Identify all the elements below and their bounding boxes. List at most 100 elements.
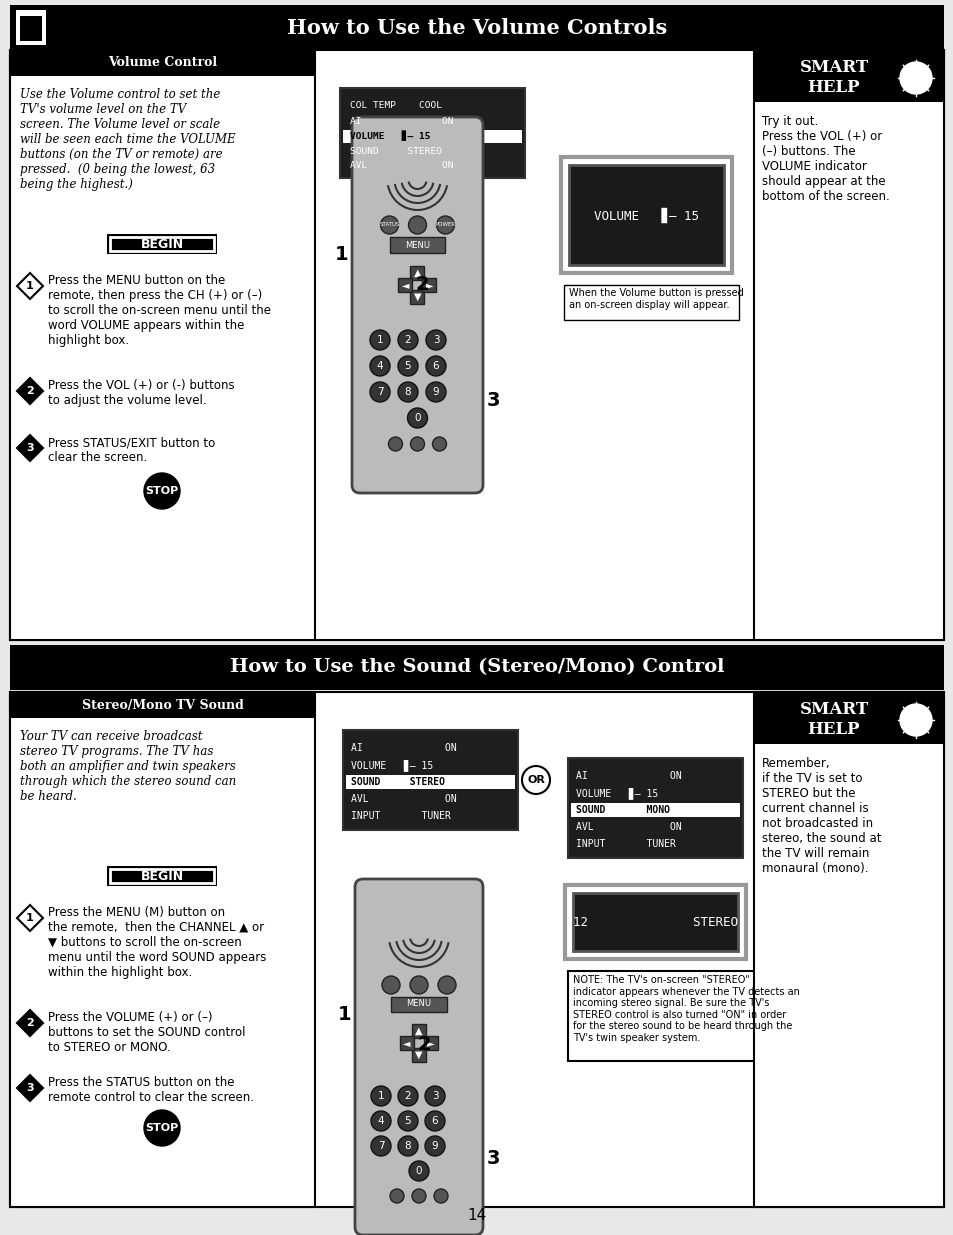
FancyBboxPatch shape (567, 758, 742, 858)
Circle shape (426, 382, 446, 403)
Text: Press STATUS/EXIT button to
clear the screen.: Press STATUS/EXIT button to clear the sc… (48, 436, 215, 464)
FancyBboxPatch shape (10, 49, 314, 77)
Text: 1: 1 (337, 1005, 352, 1025)
Polygon shape (412, 1024, 426, 1037)
Text: 1: 1 (335, 246, 349, 264)
Circle shape (436, 216, 454, 233)
Text: 4: 4 (377, 1116, 384, 1126)
Text: ◄: ◄ (403, 1037, 411, 1049)
FancyBboxPatch shape (568, 165, 723, 266)
Text: 2: 2 (26, 1018, 34, 1028)
Text: 1: 1 (377, 1091, 384, 1100)
Text: Press the MENU button on the
remote, then press the CH (+) or (–)
to scroll the : Press the MENU button on the remote, the… (48, 274, 271, 347)
Text: 2: 2 (404, 1091, 411, 1100)
Text: 3: 3 (26, 1083, 33, 1093)
FancyBboxPatch shape (346, 776, 515, 789)
FancyBboxPatch shape (563, 285, 739, 320)
Text: INPUT       TUNER: INPUT TUNER (351, 811, 451, 821)
Circle shape (409, 1161, 429, 1181)
Text: When the Volume button is pressed
an on-screen display will appear.: When the Volume button is pressed an on-… (568, 288, 743, 310)
Circle shape (424, 1086, 444, 1107)
Text: 9: 9 (432, 1141, 437, 1151)
Text: 2: 2 (26, 387, 34, 396)
Polygon shape (399, 1036, 414, 1050)
Polygon shape (412, 1049, 426, 1062)
Circle shape (899, 704, 931, 736)
Text: 8: 8 (404, 1141, 411, 1151)
FancyBboxPatch shape (110, 869, 213, 883)
Circle shape (380, 216, 398, 233)
FancyBboxPatch shape (10, 692, 314, 718)
Text: INPUT       TUNER: INPUT TUNER (576, 839, 675, 848)
Text: SOUND       MONO: SOUND MONO (576, 805, 669, 815)
Text: STOP: STOP (145, 1123, 178, 1132)
Circle shape (424, 1136, 444, 1156)
Text: ►: ► (427, 1037, 435, 1049)
Text: Your TV can receive broadcast
stereo TV programs. The TV has
both an amplifier a: Your TV can receive broadcast stereo TV … (20, 730, 236, 803)
Polygon shape (17, 1074, 43, 1100)
Text: 3: 3 (433, 335, 438, 345)
Circle shape (370, 382, 390, 403)
FancyBboxPatch shape (352, 117, 482, 493)
Circle shape (388, 437, 402, 451)
Text: ▲: ▲ (415, 1026, 422, 1036)
Text: 3: 3 (486, 390, 499, 410)
FancyBboxPatch shape (16, 10, 46, 44)
Circle shape (370, 330, 390, 350)
Circle shape (410, 976, 428, 994)
Text: BEGIN: BEGIN (140, 869, 183, 883)
Text: 2: 2 (404, 335, 411, 345)
Circle shape (899, 62, 931, 94)
Polygon shape (17, 435, 43, 461)
Text: 14: 14 (467, 1208, 486, 1223)
Text: 1: 1 (376, 335, 383, 345)
Text: 8: 8 (404, 387, 411, 396)
Text: Press the MENU (M) button on
the remote,  then the CHANNEL ▲ or
▼ buttons to scr: Press the MENU (M) button on the remote,… (48, 906, 266, 979)
Text: 7: 7 (377, 1141, 384, 1151)
Text: How to Use the Sound (Stereo/Mono) Control: How to Use the Sound (Stereo/Mono) Contr… (230, 658, 723, 677)
Text: VOLUME   ▊— 15: VOLUME ▊— 15 (576, 787, 658, 799)
Text: STOP: STOP (145, 487, 178, 496)
Polygon shape (17, 1010, 43, 1036)
Circle shape (410, 437, 424, 451)
Text: POWER: POWER (435, 222, 456, 227)
Text: NOTE: The TV's on-screen "STEREO"
indicator appears whenever the TV detects an
i: NOTE: The TV's on-screen "STEREO" indica… (573, 974, 799, 1044)
Text: BEGIN: BEGIN (140, 237, 183, 251)
Text: 3: 3 (486, 1150, 499, 1168)
Text: AVL             ON: AVL ON (576, 823, 681, 832)
Circle shape (397, 1086, 417, 1107)
FancyBboxPatch shape (391, 997, 447, 1011)
FancyBboxPatch shape (20, 16, 42, 41)
Text: AI              ON: AI ON (351, 743, 456, 753)
FancyBboxPatch shape (343, 730, 517, 830)
Polygon shape (17, 378, 43, 404)
Text: COL TEMP    COOL: COL TEMP COOL (350, 101, 441, 110)
Circle shape (397, 1136, 417, 1156)
Text: Use the Volume control to set the
TV's volume level on the TV
screen. The Volume: Use the Volume control to set the TV's v… (20, 88, 235, 191)
Text: 7: 7 (376, 387, 383, 396)
Circle shape (437, 976, 456, 994)
Text: Press the VOLUME (+) or (–)
buttons to set the SOUND control
to STEREO or MONO.: Press the VOLUME (+) or (–) buttons to s… (48, 1011, 245, 1053)
Circle shape (371, 1112, 391, 1131)
Text: SMART: SMART (799, 701, 867, 719)
Text: 6: 6 (432, 1116, 437, 1126)
Text: 0: 0 (414, 412, 420, 424)
Text: SMART: SMART (799, 59, 867, 77)
Text: ▼: ▼ (415, 1050, 422, 1060)
Circle shape (397, 1112, 417, 1131)
FancyBboxPatch shape (339, 88, 524, 178)
Text: ▲: ▲ (414, 268, 421, 278)
Text: 0: 0 (416, 1166, 422, 1176)
Text: 4: 4 (376, 361, 383, 370)
Text: Stereo/Mono TV Sound: Stereo/Mono TV Sound (81, 699, 243, 711)
Text: HELP: HELP (807, 79, 860, 96)
Polygon shape (410, 266, 424, 280)
FancyBboxPatch shape (571, 803, 740, 818)
Text: HELP: HELP (807, 721, 860, 739)
Circle shape (370, 356, 390, 375)
Text: AVL             ON: AVL ON (351, 794, 456, 804)
Text: 2: 2 (416, 1035, 431, 1055)
FancyBboxPatch shape (753, 49, 943, 103)
Text: SOUND     STEREO: SOUND STEREO (351, 777, 444, 787)
Circle shape (390, 1189, 403, 1203)
